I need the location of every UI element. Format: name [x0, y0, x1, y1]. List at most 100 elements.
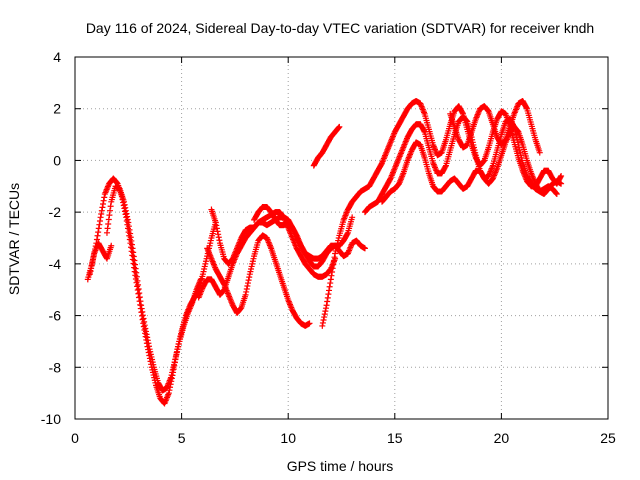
- data-point: [139, 308, 146, 315]
- data-point: [88, 262, 95, 269]
- data-point: [244, 280, 251, 287]
- data-point: [107, 207, 114, 214]
- data-points: [84, 97, 565, 407]
- data-point: [558, 180, 565, 187]
- x-tick-label: 10: [280, 430, 296, 446]
- series-arc-3: [103, 183, 204, 394]
- data-point: [327, 280, 334, 287]
- data-point: [133, 269, 140, 276]
- data-point: [324, 294, 331, 301]
- series-arc-5: [204, 232, 313, 329]
- data-point: [523, 104, 530, 111]
- data-point: [129, 245, 136, 252]
- data-point: [463, 117, 470, 124]
- data-point: [89, 259, 96, 266]
- data-point: [125, 219, 132, 226]
- data-point: [197, 276, 204, 283]
- data-point: [122, 204, 129, 211]
- data-point: [321, 314, 328, 321]
- data-point: [322, 305, 329, 312]
- data-point: [132, 265, 139, 272]
- series-arc-12: [447, 97, 543, 156]
- data-point: [131, 257, 138, 264]
- data-point: [121, 201, 128, 208]
- data-point: [322, 308, 329, 315]
- y-tick-label: -4: [49, 256, 62, 272]
- y-tick-label: 4: [53, 49, 61, 65]
- data-point: [216, 237, 223, 244]
- data-point: [553, 191, 560, 198]
- data-point: [165, 390, 172, 397]
- data-point: [105, 216, 112, 223]
- data-point: [141, 322, 148, 329]
- axis-ticks: [74, 56, 609, 420]
- data-point: [330, 257, 337, 264]
- data-point: [99, 204, 106, 211]
- data-point: [349, 214, 356, 221]
- data-point: [96, 221, 103, 228]
- data-point: [245, 277, 252, 284]
- data-point: [558, 172, 565, 179]
- data-point: [127, 230, 134, 237]
- data-point: [246, 274, 253, 281]
- data-point: [421, 127, 428, 134]
- data-point: [243, 288, 250, 295]
- data-point: [553, 190, 560, 197]
- data-point: [124, 216, 131, 223]
- y-tick-label: -6: [49, 308, 62, 324]
- x-tick-label: 25: [600, 430, 616, 446]
- x-axis-label: GPS time / hours: [287, 458, 394, 474]
- data-point: [326, 283, 333, 290]
- data-point: [306, 320, 313, 327]
- series-arc-11: [379, 123, 565, 205]
- data-point: [121, 198, 128, 205]
- y-axis-label: SDTVAR / TECUs: [6, 183, 22, 295]
- data-point: [212, 219, 219, 226]
- data-point: [137, 298, 144, 305]
- data-point: [132, 261, 139, 268]
- data-point: [89, 256, 96, 263]
- data-point: [244, 283, 251, 290]
- data-point: [95, 225, 102, 232]
- data-point: [325, 291, 332, 298]
- data-point: [327, 276, 334, 283]
- data-point: [146, 343, 153, 350]
- data-point: [142, 325, 149, 332]
- data-point: [125, 223, 132, 230]
- data-point: [98, 207, 105, 214]
- data-point: [104, 225, 111, 232]
- data-point: [93, 236, 100, 243]
- data-point: [123, 210, 130, 217]
- data-point: [321, 311, 328, 318]
- data-point: [319, 322, 326, 329]
- data-point: [213, 222, 220, 229]
- data-point: [126, 226, 133, 233]
- data-point: [536, 149, 543, 156]
- data-point: [330, 261, 337, 268]
- data-point: [96, 218, 103, 225]
- data-point: [95, 229, 102, 236]
- data-point: [344, 230, 351, 237]
- data-point: [215, 234, 222, 241]
- data-point: [90, 253, 97, 260]
- data-point: [142, 328, 149, 335]
- series-arc-2: [86, 240, 115, 278]
- data-point: [133, 273, 140, 280]
- x-tick-label: 15: [387, 430, 403, 446]
- data-point: [145, 340, 152, 347]
- data-point: [323, 302, 330, 309]
- data-point: [329, 265, 336, 272]
- y-tick-label: -8: [49, 359, 62, 375]
- data-point: [88, 265, 95, 272]
- y-tick-label: -2: [49, 204, 62, 220]
- x-tick-label: 0: [71, 430, 79, 446]
- y-tick-label: -10: [41, 411, 61, 427]
- data-point: [319, 319, 326, 326]
- data-point: [94, 232, 101, 239]
- y-tick-label: 0: [53, 152, 61, 168]
- data-point: [124, 213, 131, 220]
- data-point: [122, 207, 129, 214]
- data-point: [144, 334, 151, 341]
